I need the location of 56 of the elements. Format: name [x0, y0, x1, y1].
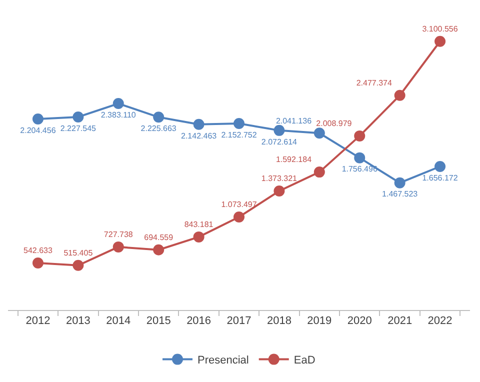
x-tick-label: 2021 — [388, 315, 412, 328]
data-label: 2.041.136 — [276, 116, 312, 126]
point — [274, 124, 285, 136]
x-tick-label: 2013 — [66, 315, 90, 328]
data-label: 694.559 — [144, 232, 174, 242]
point — [193, 118, 204, 130]
data-label: 542.633 — [24, 246, 53, 256]
data-label: 3.100.556 — [422, 24, 458, 34]
point — [234, 118, 244, 129]
x-tick-label: 2020 — [347, 315, 372, 328]
x-tick-label: 2015 — [146, 315, 171, 328]
point — [112, 241, 124, 252]
data-label: 1.592.184 — [276, 155, 312, 164]
x-tick-label: 2017 — [226, 315, 252, 328]
x-tick-label: 2018 — [266, 315, 292, 328]
point — [153, 244, 164, 256]
point — [72, 260, 84, 271]
point — [32, 114, 44, 125]
legend-label: EaD — [294, 354, 316, 367]
point — [72, 112, 84, 123]
point — [394, 177, 406, 188]
point — [354, 152, 366, 164]
data-label: 1.373.321 — [261, 174, 298, 184]
point — [234, 211, 244, 222]
data-label: 2.008.979 — [316, 119, 352, 128]
data-label: 2.152.752 — [221, 130, 258, 140]
x-tick-label: 2019 — [307, 315, 332, 328]
legend-label: Presencial — [198, 354, 249, 367]
point — [274, 186, 285, 197]
data-label: 515.405 — [64, 248, 94, 258]
data-label: 1.467.523 — [382, 190, 418, 199]
x-tick-label: 2016 — [186, 315, 212, 328]
x-tick-label: 2014 — [106, 315, 131, 328]
data-label: 1.656.172 — [422, 173, 458, 182]
point — [434, 161, 446, 172]
point — [193, 231, 204, 242]
point — [314, 166, 325, 178]
point — [153, 112, 164, 123]
data-label: 1.073.497 — [221, 200, 258, 210]
point — [354, 130, 366, 142]
data-label: 2.225.663 — [140, 124, 177, 134]
point — [32, 257, 44, 268]
point — [394, 90, 406, 101]
data-label: 2.383.110 — [100, 110, 136, 120]
data-label: 2.227.545 — [60, 124, 97, 133]
data-label: 2.072.614 — [261, 137, 298, 146]
point — [112, 98, 124, 110]
x-tick-label: 2012 — [26, 315, 50, 328]
data-label: 727.738 — [104, 230, 134, 240]
point — [434, 36, 446, 47]
x-tick-label: 2022 — [428, 315, 452, 328]
data-label: 2.204.456 — [20, 126, 56, 135]
data-label: 843.181 — [184, 220, 214, 230]
data-label: 2.142.463 — [181, 131, 218, 140]
data-label: 2.477.374 — [356, 78, 392, 88]
point — [314, 128, 325, 139]
